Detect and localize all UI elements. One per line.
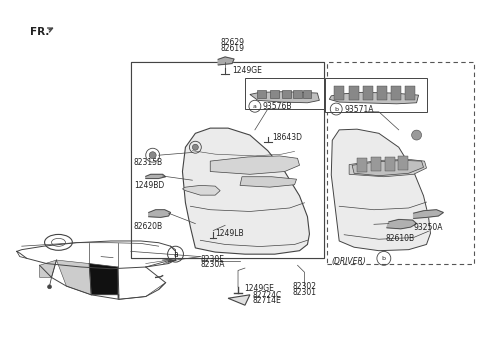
Text: 82629: 82629 <box>220 38 244 47</box>
Bar <box>245 78 324 109</box>
Polygon shape <box>414 210 444 218</box>
FancyBboxPatch shape <box>257 90 266 98</box>
Text: b: b <box>334 106 338 112</box>
FancyBboxPatch shape <box>302 90 312 98</box>
Text: 8230A: 8230A <box>200 260 225 269</box>
Text: b: b <box>382 256 386 261</box>
FancyBboxPatch shape <box>385 157 395 170</box>
Text: 1249GE: 1249GE <box>244 285 274 293</box>
FancyBboxPatch shape <box>270 90 279 98</box>
FancyBboxPatch shape <box>398 156 408 170</box>
Polygon shape <box>182 128 310 254</box>
FancyBboxPatch shape <box>363 86 373 100</box>
Bar <box>325 78 427 112</box>
Text: 82619: 82619 <box>220 44 244 53</box>
Polygon shape <box>387 219 417 229</box>
FancyBboxPatch shape <box>405 86 415 100</box>
Polygon shape <box>331 129 431 251</box>
Polygon shape <box>146 174 166 179</box>
Text: 93250A: 93250A <box>414 223 443 232</box>
FancyBboxPatch shape <box>391 86 401 100</box>
Polygon shape <box>182 186 220 195</box>
Bar <box>131 62 324 258</box>
FancyBboxPatch shape <box>357 158 367 172</box>
Bar <box>131 62 324 258</box>
Text: 82302: 82302 <box>293 282 317 291</box>
Polygon shape <box>210 156 300 174</box>
Text: 1249LB: 1249LB <box>215 229 244 238</box>
Text: FR.: FR. <box>30 27 49 37</box>
Text: 93576B: 93576B <box>263 102 292 111</box>
Text: 82301: 82301 <box>293 288 317 297</box>
Text: 8230E: 8230E <box>200 254 224 264</box>
Circle shape <box>48 285 51 289</box>
Polygon shape <box>57 260 91 295</box>
Text: 18643D: 18643D <box>272 133 302 142</box>
Text: 82315B: 82315B <box>134 158 163 167</box>
FancyBboxPatch shape <box>371 157 381 171</box>
Circle shape <box>192 144 198 150</box>
Text: 82714E: 82714E <box>253 296 282 305</box>
Text: 1249GE: 1249GE <box>232 66 262 75</box>
Circle shape <box>412 130 421 140</box>
Text: 82620B: 82620B <box>134 222 163 231</box>
Text: 1249BD: 1249BD <box>134 181 164 190</box>
FancyBboxPatch shape <box>293 90 301 98</box>
Polygon shape <box>240 177 297 187</box>
Polygon shape <box>329 92 419 104</box>
Polygon shape <box>89 264 119 299</box>
Polygon shape <box>228 295 250 305</box>
Circle shape <box>149 152 156 159</box>
Text: 82724C: 82724C <box>253 291 282 300</box>
FancyBboxPatch shape <box>282 90 290 98</box>
Text: a: a <box>253 104 257 109</box>
Text: (DRIVER): (DRIVER) <box>331 257 366 266</box>
FancyBboxPatch shape <box>334 86 344 100</box>
Text: 82610B: 82610B <box>386 234 415 243</box>
Text: 93571A: 93571A <box>344 105 373 113</box>
Polygon shape <box>250 92 319 103</box>
Polygon shape <box>349 159 427 177</box>
Polygon shape <box>218 57 234 65</box>
Polygon shape <box>149 210 170 217</box>
Polygon shape <box>40 260 57 278</box>
Bar <box>327 62 474 264</box>
Text: a: a <box>173 250 178 259</box>
FancyBboxPatch shape <box>349 86 359 100</box>
FancyBboxPatch shape <box>377 86 387 100</box>
Polygon shape <box>352 160 423 176</box>
